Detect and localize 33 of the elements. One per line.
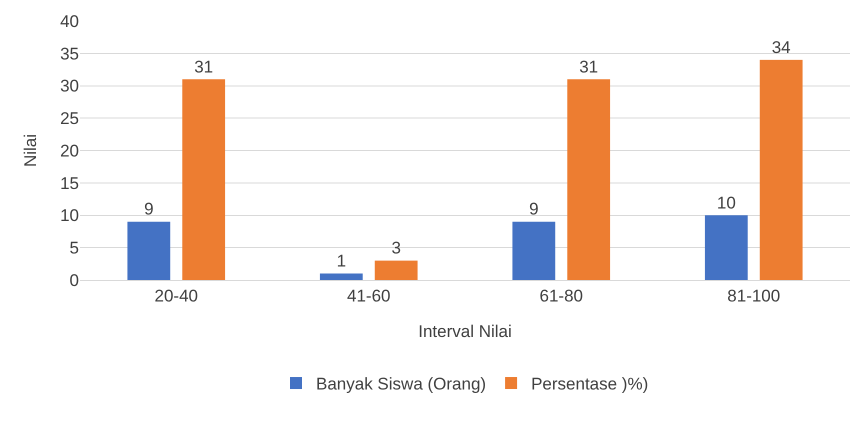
x-tick-label: 41-60: [347, 286, 390, 306]
y-tick-label: 10: [60, 206, 79, 226]
y-tick-label: 35: [60, 44, 79, 64]
y-tick-label: 30: [60, 76, 79, 96]
legend-label: Persentase )%): [531, 374, 648, 394]
y-tick-label: 40: [60, 12, 79, 31]
x-axis-title: Interval Nilai: [418, 322, 512, 341]
y-tick-label: 25: [60, 109, 79, 128]
bar: [182, 79, 226, 280]
data-label: 10: [716, 193, 736, 212]
bar: [567, 79, 610, 280]
y-tick-label: 0: [70, 270, 79, 290]
data-label: 9: [144, 200, 154, 219]
y-tick-label: 15: [60, 174, 79, 193]
bar: [512, 222, 556, 280]
data-label: 31: [194, 57, 214, 76]
bar: [704, 215, 748, 280]
bar: [760, 60, 803, 280]
legend-label: Banyak Siswa (Orang): [316, 374, 486, 394]
x-tick-label: 20-40: [154, 286, 198, 306]
data-label: 1: [336, 252, 346, 271]
data-label: 34: [772, 38, 791, 57]
data-label: 9: [529, 200, 539, 219]
y-tick-label: 5: [70, 238, 79, 258]
data-label: 31: [579, 57, 598, 76]
y-axis-title: Nilai: [21, 134, 40, 168]
x-tick-label: 61-80: [540, 286, 583, 306]
bar: [374, 260, 418, 280]
y-tick-label: 20: [60, 141, 79, 160]
bar: [127, 222, 170, 280]
bar: [320, 274, 363, 280]
data-label: 3: [391, 238, 401, 258]
x-tick-label: 81-100: [727, 286, 780, 306]
